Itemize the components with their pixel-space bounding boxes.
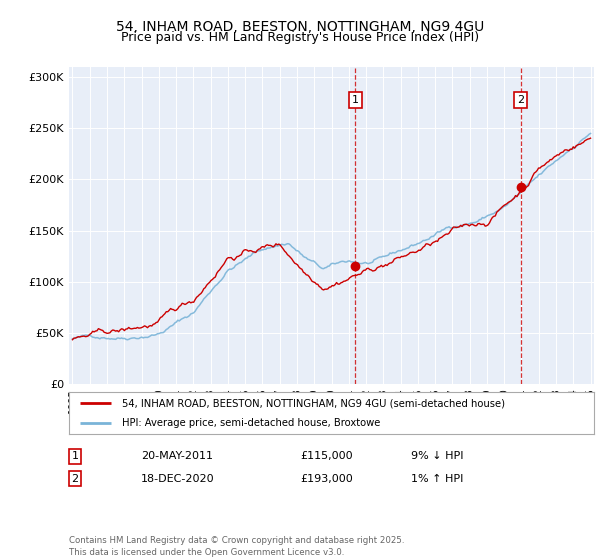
- Text: £193,000: £193,000: [300, 474, 353, 484]
- Text: 1: 1: [352, 95, 359, 105]
- Text: HPI: Average price, semi-detached house, Broxtowe: HPI: Average price, semi-detached house,…: [121, 418, 380, 428]
- Text: 1% ↑ HPI: 1% ↑ HPI: [411, 474, 463, 484]
- Text: 18-DEC-2020: 18-DEC-2020: [141, 474, 215, 484]
- Text: 2: 2: [71, 474, 79, 484]
- Text: 1: 1: [71, 451, 79, 461]
- Text: Contains HM Land Registry data © Crown copyright and database right 2025.
This d: Contains HM Land Registry data © Crown c…: [69, 536, 404, 557]
- Text: 2: 2: [517, 95, 524, 105]
- Text: £115,000: £115,000: [300, 451, 353, 461]
- Text: Price paid vs. HM Land Registry's House Price Index (HPI): Price paid vs. HM Land Registry's House …: [121, 31, 479, 44]
- Text: 54, INHAM ROAD, BEESTON, NOTTINGHAM, NG9 4GU: 54, INHAM ROAD, BEESTON, NOTTINGHAM, NG9…: [116, 20, 484, 34]
- Text: 20-MAY-2011: 20-MAY-2011: [141, 451, 213, 461]
- Text: 54, INHAM ROAD, BEESTON, NOTTINGHAM, NG9 4GU (semi-detached house): 54, INHAM ROAD, BEESTON, NOTTINGHAM, NG9…: [121, 398, 505, 408]
- Text: 9% ↓ HPI: 9% ↓ HPI: [411, 451, 464, 461]
